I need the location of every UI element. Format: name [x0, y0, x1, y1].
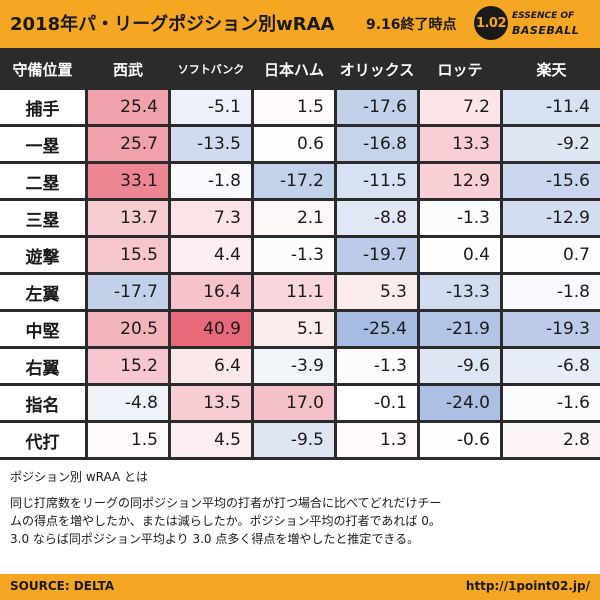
wraa-value-cell: 17.0 — [254, 386, 334, 420]
wraa-value-cell: -11.4 — [503, 90, 600, 124]
wraa-value-cell: 0.7 — [503, 238, 600, 272]
wraa-value-cell: -9.5 — [254, 423, 334, 457]
wraa-value-cell: 7.2 — [420, 90, 500, 124]
wraa-value-cell: 0.4 — [420, 238, 500, 272]
wraa-value-cell: -13.5 — [171, 127, 251, 161]
wraa-value-cell: -19.3 — [503, 312, 600, 346]
wraa-value-cell: -17.6 — [337, 90, 417, 124]
row-label-position: 遊撃 — [0, 238, 85, 272]
wraa-value-cell: 6.4 — [171, 349, 251, 383]
wraa-value-cell: -24.0 — [420, 386, 500, 420]
wraa-value-cell: 20.5 — [88, 312, 168, 346]
wraa-value-cell: -6.8 — [503, 349, 600, 383]
notes-title: ポジション別 wRAA とは — [10, 470, 149, 484]
wraa-value-cell: -0.6 — [420, 423, 500, 457]
wraa-value-cell: -0.1 — [337, 386, 417, 420]
row-label-position: 二塁 — [0, 164, 85, 198]
wraa-value-cell: 1.3 — [337, 423, 417, 457]
wraa-value-cell: -21.9 — [420, 312, 500, 346]
wraa-value-cell: -3.9 — [254, 349, 334, 383]
wraa-value-cell: 1.5 — [254, 90, 334, 124]
column-header-team: 日本ハム — [263, 60, 324, 79]
wraa-value-cell: -16.8 — [337, 127, 417, 161]
wraa-value-cell: -12.9 — [503, 201, 600, 235]
wraa-value-cell: -1.6 — [503, 386, 600, 420]
wraa-value-cell: -17.7 — [88, 275, 168, 309]
header-bar: 2018年パ・リーグポジション別wRAA 9.16終了時点 1.02 ESSEN… — [0, 0, 600, 48]
wraa-value-cell: 33.1 — [88, 164, 168, 198]
column-header-team: オリックス — [339, 60, 415, 79]
wraa-value-cell: 13.3 — [420, 127, 500, 161]
row-label-position: 中堅 — [0, 312, 85, 346]
wraa-value-cell: 15.2 — [88, 349, 168, 383]
notes-line: ムの得点を増やしたか、または減らしたか。ポジション平均の打者であれば 0。 — [10, 514, 441, 528]
wraa-value-cell: -1.3 — [337, 349, 417, 383]
row-label-position: 左翼 — [0, 275, 85, 309]
wraa-value-cell: -8.8 — [337, 201, 417, 235]
row-label-position: 捕手 — [0, 90, 85, 124]
row-label-position: 一塁 — [0, 127, 85, 161]
wraa-value-cell: -11.5 — [337, 164, 417, 198]
wraa-value-cell: 40.9 — [171, 312, 251, 346]
column-header-team: 西武 — [112, 60, 143, 79]
wraa-value-cell: -25.4 — [337, 312, 417, 346]
wraa-value-cell: 5.3 — [337, 275, 417, 309]
wraa-value-cell: 4.4 — [171, 238, 251, 272]
wraa-value-cell: 4.5 — [171, 423, 251, 457]
row-label-position: 代打 — [0, 423, 85, 457]
wraa-value-cell: -1.3 — [420, 201, 500, 235]
wraa-value-cell: 13.7 — [88, 201, 168, 235]
logo-line-1: ESSENCE OF — [512, 11, 575, 21]
wraa-value-cell: 15.5 — [88, 238, 168, 272]
wraa-value-cell: 25.4 — [88, 90, 168, 124]
wraa-value-cell: -1.8 — [171, 164, 251, 198]
notes-body: 同じ打席数をリーグの同ポジション平均の打者が打つ場合に比べてどれだけチー ムの得… — [10, 494, 592, 548]
wraa-value-cell: -5.1 — [171, 90, 251, 124]
wraa-value-cell: -15.6 — [503, 164, 600, 198]
wraa-value-cell: 12.9 — [420, 164, 500, 198]
notes-line: 3.0 ならば同ポジション平均より 3.0 点多く得点を増やしたと推定できる。 — [10, 532, 420, 546]
wraa-value-cell: -17.2 — [254, 164, 334, 198]
notes-section: ポジション別 wRAA とは 同じ打席数をリーグの同ポジション平均の打者が打つ場… — [0, 460, 600, 574]
wraa-value-cell: -4.8 — [88, 386, 168, 420]
column-header-position: 守備位置 — [12, 60, 73, 79]
wraa-value-cell: 11.1 — [254, 275, 334, 309]
row-label-position: 三塁 — [0, 201, 85, 235]
site-url-link[interactable]: http://1point02.jp/ — [465, 579, 590, 593]
wraa-table: 守備位置 西武 ソフトバンク 日本ハム オリックス ロッテ 楽天 捕手 25.4 -5.1 1.5-… — [0, 48, 600, 460]
logo-line-2: BASEBALL — [512, 24, 580, 37]
wraa-value-cell: 0.6 — [254, 127, 334, 161]
wraa-value-cell: -1.3 — [254, 238, 334, 272]
wraa-value-cell: 7.3 — [171, 201, 251, 235]
wraa-value-cell: -19.7 — [337, 238, 417, 272]
wraa-value-cell: 13.5 — [171, 386, 251, 420]
wraa-value-cell: 2.1 — [254, 201, 334, 235]
wraa-value-cell: 25.7 — [88, 127, 168, 161]
logo-badge-icon: 1.02 — [474, 6, 508, 40]
wraa-value-cell: 5.1 — [254, 312, 334, 346]
column-header-team: 楽天 — [536, 60, 567, 79]
source-label: SOURCE: DELTA — [10, 579, 115, 593]
wraa-value-cell: 16.4 — [171, 275, 251, 309]
chart-title: 2018年パ・リーグポジション別wRAA — [10, 14, 335, 35]
wraa-value-cell: -9.6 — [420, 349, 500, 383]
footer-bar: SOURCE: DELTA http://1point02.jp/ — [0, 574, 600, 600]
date-note: 9.16終了時点 — [366, 17, 457, 33]
wraa-value-cell: -1.8 — [503, 275, 600, 309]
column-header-team: ロッテ — [437, 60, 483, 79]
wraa-value-cell: 2.8 — [503, 423, 600, 457]
wraa-value-cell: -13.3 — [420, 275, 500, 309]
row-label-position: 右翼 — [0, 349, 85, 383]
notes-line: 同じ打席数をリーグの同ポジション平均の打者が打つ場合に比べてどれだけチー — [10, 496, 442, 510]
brand-logo: 1.02 ESSENCE OF BASEBALL — [474, 6, 594, 42]
wraa-value-cell: 1.5 — [88, 423, 168, 457]
column-header-team: ソフトバンク — [177, 63, 245, 76]
row-label-position: 指名 — [0, 386, 85, 420]
wraa-value-cell: -9.2 — [503, 127, 600, 161]
